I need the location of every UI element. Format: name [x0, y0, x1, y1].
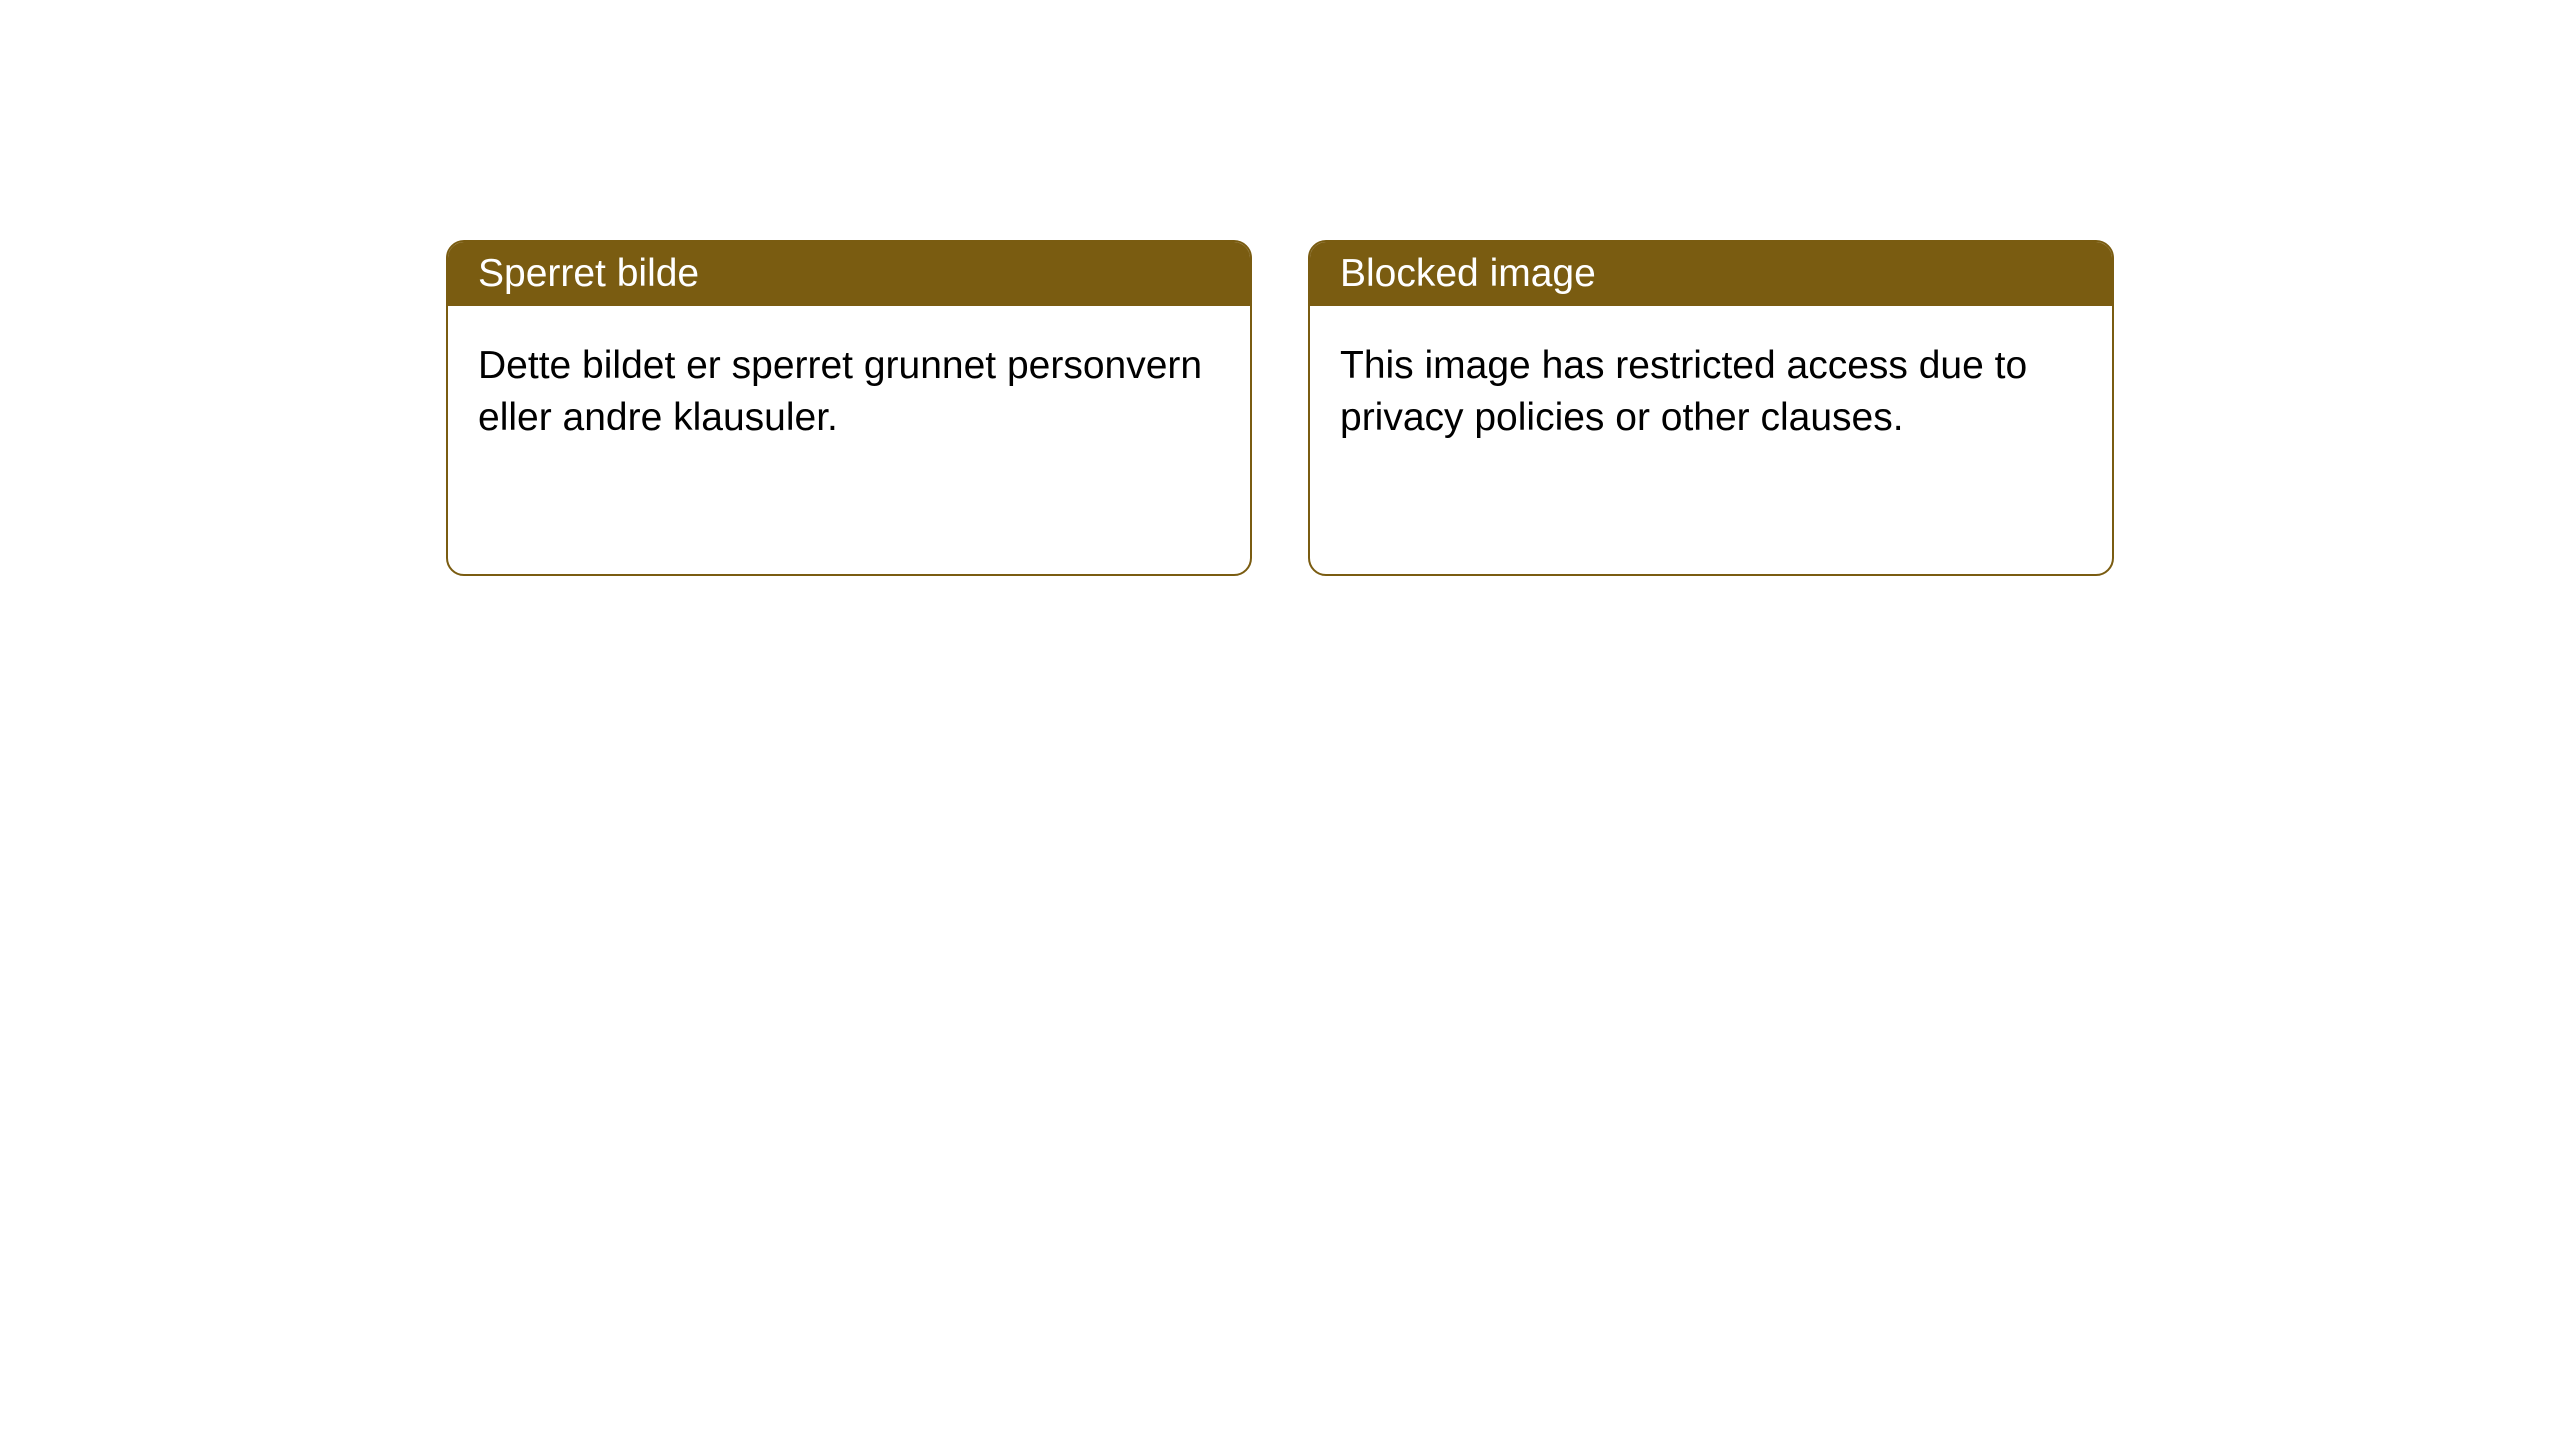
card-norwegian: Sperret bilde Dette bildet er sperret gr…: [446, 240, 1252, 576]
card-title: Sperret bilde: [478, 252, 699, 295]
card-english: Blocked image This image has restricted …: [1308, 240, 2114, 576]
card-body-text: Dette bildet er sperret grunnet personve…: [478, 344, 1202, 439]
card-title: Blocked image: [1340, 252, 1596, 295]
card-body-english: This image has restricted access due to …: [1310, 306, 2112, 478]
card-body-norwegian: Dette bildet er sperret grunnet personve…: [448, 306, 1250, 478]
card-header-english: Blocked image: [1310, 242, 2112, 306]
card-body-text: This image has restricted access due to …: [1340, 344, 2027, 439]
card-container: Sperret bilde Dette bildet er sperret gr…: [446, 240, 2114, 576]
card-header-norwegian: Sperret bilde: [448, 242, 1250, 306]
